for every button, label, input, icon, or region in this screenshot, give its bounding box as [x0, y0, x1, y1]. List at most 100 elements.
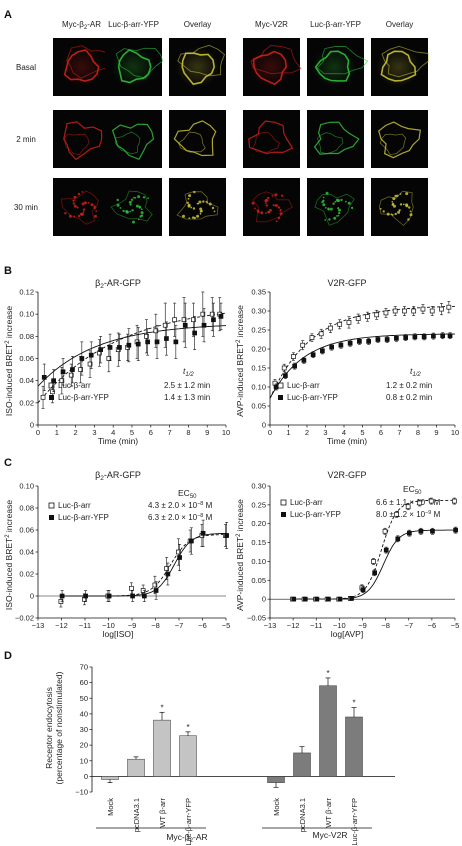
endosome-punctum [73, 195, 77, 199]
endosome-punctum [333, 216, 337, 220]
y-tick-label: 0.10 [251, 383, 266, 392]
endosome-punctum [327, 207, 330, 210]
panel-d-endocytosis-bars: Receptor endocytosis (percentage of nons… [44, 663, 395, 846]
endosome-punctum [337, 207, 339, 210]
endosome-punctum [142, 196, 146, 199]
endosome-punctum [391, 202, 395, 206]
endosome-punctum [134, 197, 137, 199]
x-tick-label: 9 [205, 428, 209, 437]
endosome-punctum [322, 203, 326, 207]
endosome-punctum [392, 197, 396, 201]
endosome-punctum [137, 195, 141, 199]
cell-process [66, 45, 112, 79]
micrograph-background [307, 110, 364, 168]
fit-curve-dashed [61, 534, 226, 597]
cell-membrane [378, 190, 414, 227]
data-point-open [209, 311, 215, 317]
data-point-open [309, 335, 315, 340]
micrograph-background [169, 178, 226, 236]
endosome-punctum [379, 207, 382, 210]
x-tick-label: 1 [55, 428, 59, 437]
panel-a-col-header: Luc-β-arr-YFP [310, 20, 361, 29]
legend-filled-square-icon [49, 515, 54, 520]
panel-d-group-right-label: Myc-V2R [313, 830, 348, 840]
panel-c-right-ec50-header: EC50 [403, 484, 422, 496]
x-tick-label: 0 [268, 428, 272, 437]
legend-open-square-icon [48, 502, 55, 509]
x-tick-label: −11 [310, 621, 322, 630]
significance-asterisk: * [352, 699, 355, 708]
data-point-filled [395, 536, 401, 542]
data-point-filled [165, 571, 171, 577]
x-tick-label: 9 [434, 428, 438, 437]
endosome-punctum [277, 206, 281, 209]
data-point-filled [83, 593, 88, 599]
x-tick-label: −5 [222, 621, 231, 630]
x-tick-label: 3 [92, 428, 96, 437]
panel-a-col-header: Overlay [386, 20, 414, 29]
panel-a-row-label: 30 min [14, 203, 38, 212]
cell-membrane [63, 49, 100, 83]
endosome-punctum [213, 210, 216, 213]
y-tick-label: 0 [84, 772, 88, 781]
data-point-open [382, 528, 388, 534]
endosome-punctum [202, 200, 205, 203]
data-point-filled [154, 339, 160, 345]
data-point-filled [338, 342, 344, 348]
cell-membrane [314, 50, 351, 82]
cell-membrane [314, 193, 355, 226]
micrograph-cell [243, 110, 300, 168]
cell-membrane [63, 121, 103, 161]
endosome-punctum [265, 212, 267, 215]
data-point-open [383, 310, 389, 316]
endosome-punctum [137, 218, 140, 221]
x-tick-label: −12 [287, 621, 300, 630]
data-point-filled [349, 596, 354, 601]
data-point-filled [59, 593, 65, 599]
endosome-punctum [345, 200, 347, 203]
x-tick-label: 5 [130, 428, 134, 437]
panel-c-left-xlabel: log[ISO] [103, 629, 134, 639]
endosome-punctum [192, 207, 196, 210]
endosome-punctum [382, 210, 385, 213]
data-point-filled [201, 322, 207, 328]
cell-process [316, 132, 344, 155]
panel-a-col-header: Myc-β2-AR [62, 20, 101, 31]
endosome-punctum [340, 198, 343, 202]
endosome-punctum [281, 194, 284, 197]
bar-category-label: WT β-arr [324, 798, 333, 828]
micrograph-cell [105, 38, 164, 96]
bar-category-label: pcDNA3.1 [132, 798, 141, 832]
panel-a-micrographs: Myc-β2-AR Luc-β-arr-YFP Overlay Myc-V2R Luc-… [14, 20, 430, 236]
x-tick-label: 4 [111, 428, 115, 437]
endosome-punctum [408, 206, 411, 209]
panel-c-left-ec50-open: 4.3 ± 2.0 × 10−8 M [148, 501, 213, 510]
endosome-punctum [267, 210, 270, 214]
data-point-filled [189, 538, 194, 544]
endosome-punctum [338, 211, 341, 215]
panel-b-left-thalf-open: 2.5 ± 1.2 min [164, 381, 210, 390]
data-point-open [318, 331, 324, 337]
endosome-punctum [347, 201, 351, 205]
data-point-filled [366, 339, 371, 344]
data-point-filled [98, 347, 103, 352]
endosome-punctum [76, 206, 79, 209]
endosome-punctum [334, 200, 337, 203]
endosome-punctum [187, 197, 190, 200]
data-point-open [446, 304, 452, 310]
y-tick-label: 0.04 [19, 548, 34, 557]
endosome-punctum [64, 212, 67, 215]
micrograph-cell [105, 110, 162, 168]
endosome-punctum [130, 198, 134, 201]
panel-b-left-title: β2-AR-GFP [95, 278, 141, 290]
panel-c-left-title: β2-AR-GFP [95, 470, 141, 482]
data-point-open [392, 308, 398, 314]
endosome-punctum [328, 218, 331, 221]
micrograph-cell [307, 38, 369, 96]
endosome-punctum [337, 214, 340, 217]
y-tick-label: 30 [80, 725, 88, 734]
panel-d-ylabel-line2: (percentage of nonstimulated) [54, 671, 64, 784]
data-point-open [181, 317, 187, 323]
endosome-punctum [275, 220, 278, 223]
micrograph-background [243, 178, 300, 236]
